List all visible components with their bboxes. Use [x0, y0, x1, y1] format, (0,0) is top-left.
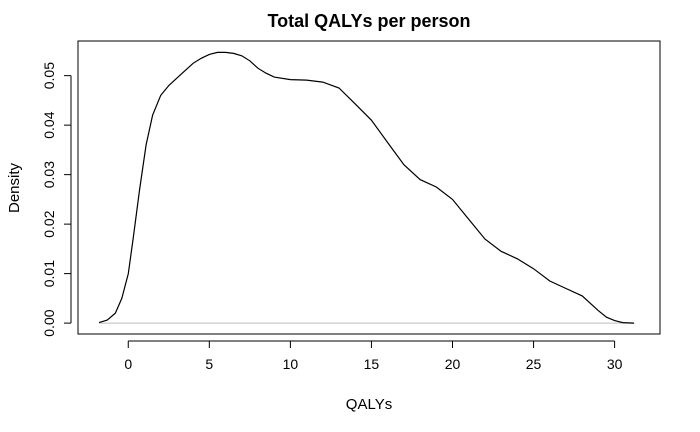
density-curve [98, 51, 635, 324]
x-tick-label: 5 [205, 356, 213, 372]
x-tick-label: 0 [124, 356, 132, 372]
y-axis: 0.00 0.01 0.02 0.03 0.04 0.05 [41, 62, 72, 337]
y-axis-label: Density [6, 162, 23, 213]
x-tick-label: 30 [607, 356, 623, 372]
y-tick-label: 0.05 [41, 62, 57, 89]
x-axis: 0 5 10 15 20 25 30 [124, 340, 623, 372]
chart-title: Total QALYs per person [267, 11, 470, 31]
x-axis-label: QALYs [346, 396, 392, 413]
y-tick-label: 0.03 [41, 161, 57, 188]
x-tick-label: 20 [445, 356, 461, 372]
y-tick-label: 0.04 [41, 111, 57, 138]
x-tick-label: 25 [526, 356, 542, 372]
x-tick-label: 10 [283, 356, 299, 372]
plot-frame [77, 40, 661, 335]
y-tick-label: 0.01 [41, 260, 57, 287]
x-tick-label: 15 [364, 356, 380, 372]
y-tick-label: 0.00 [41, 309, 57, 336]
y-tick-label: 0.02 [41, 210, 57, 237]
